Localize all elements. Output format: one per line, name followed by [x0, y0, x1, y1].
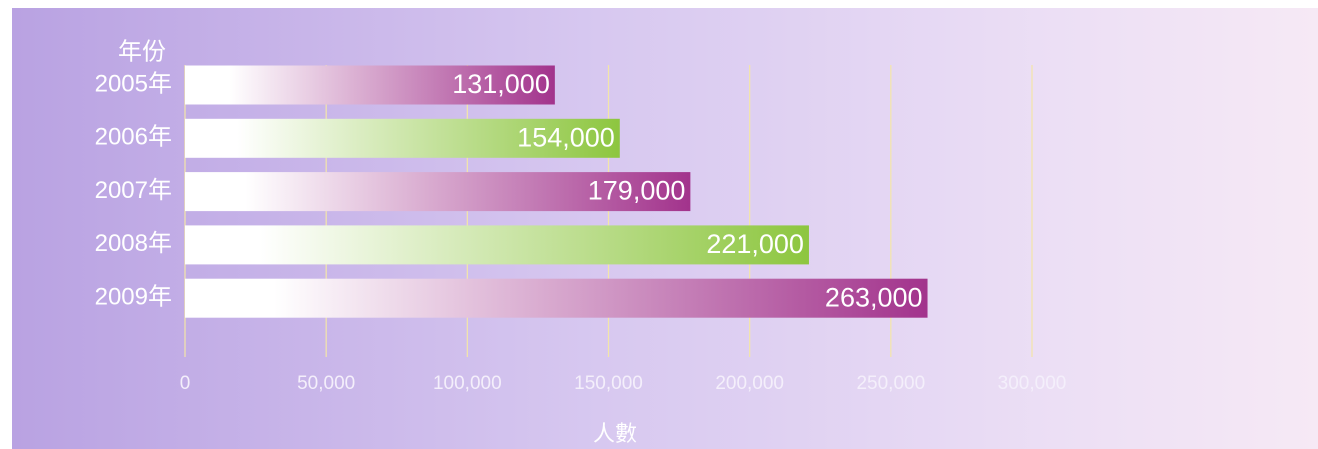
- value-label: 131,000: [452, 69, 550, 99]
- value-label: 263,000: [825, 282, 923, 312]
- x-tick-label: 100,000: [433, 373, 502, 394]
- value-label: 179,000: [588, 176, 686, 206]
- y-axis-title: 年份: [118, 38, 166, 65]
- category-label: 2008年: [95, 230, 172, 257]
- x-tick-label: 50,000: [297, 373, 355, 394]
- x-tick-label: 150,000: [574, 373, 643, 394]
- category-label: 2005年: [95, 70, 172, 97]
- category-label: 2009年: [95, 284, 172, 311]
- value-label: 154,000: [517, 122, 615, 152]
- x-tick-label: 0: [180, 373, 191, 394]
- bar: [185, 279, 928, 318]
- x-tick-label: 300,000: [998, 373, 1067, 394]
- chart: 年份 人數 0 50,000 100,000 150,000 200,000 250,00…: [0, 0, 1318, 449]
- x-tick-label: 200,000: [715, 373, 784, 394]
- page: {"chart_data": {"type": "barh", "y_label…: [0, 0, 1318, 449]
- category-label: 2006年: [95, 124, 172, 151]
- x-tick-label: 250,000: [856, 373, 925, 394]
- category-label: 2007年: [95, 177, 172, 204]
- x-axis-title: 人數: [593, 421, 637, 446]
- value-label: 221,000: [706, 229, 804, 259]
